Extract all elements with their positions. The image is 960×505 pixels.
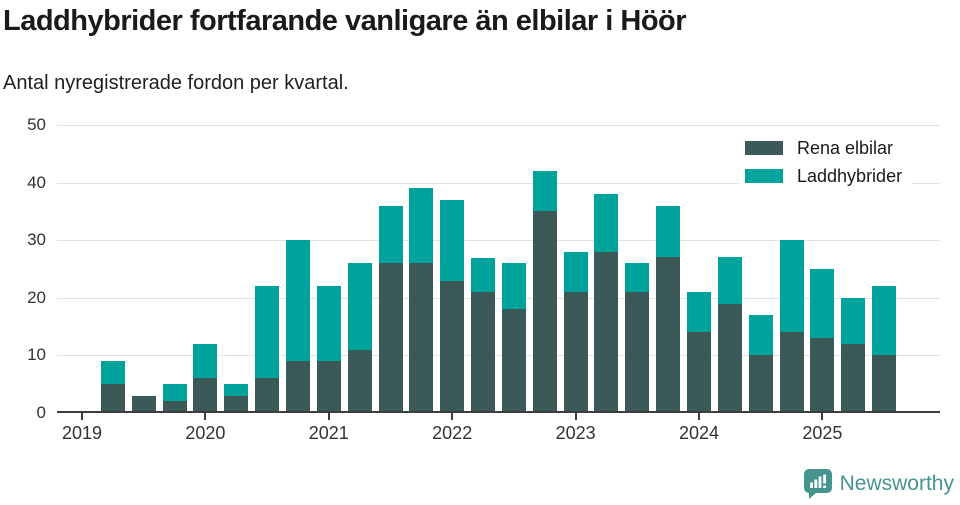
bar-segment-2023-q4-laddhybrider [656, 205, 681, 258]
bar-segment-2025-q3-laddhybrider [872, 286, 897, 356]
gridline [57, 355, 940, 357]
x-axis-line [57, 411, 940, 413]
bar-segment-2024-q2-rena-elbilar [717, 303, 742, 413]
x-axis-tick-mark [451, 413, 454, 420]
legend-swatch-laddhybrider [745, 169, 783, 183]
gridline [57, 182, 940, 184]
chart-subtitle: Antal nyregistrerade fordon per kvartal. [3, 72, 349, 94]
x-axis-tick-mark [204, 413, 207, 420]
legend-swatch-rena-elbilar [745, 141, 783, 155]
bar-segment-2024-q1-laddhybrider [687, 292, 711, 333]
legend-item-rena-elbilar: Rena elbilar [745, 138, 902, 158]
bar-segment-2024-q4-laddhybrider [779, 240, 804, 333]
x-axis-tick-label: 2022 [432, 423, 473, 443]
bar-segment-2022-q4-laddhybrider [532, 171, 557, 212]
bar-segment-2019-q3-rena-elbilar [131, 395, 156, 413]
newsworthy-logo-text: Newsworthy [839, 471, 954, 495]
x-axis-tick-label: 2023 [555, 423, 596, 443]
bar-segment-2022-q2-laddhybrider [471, 257, 496, 293]
newsworthy-logo-link[interactable]: Newsworthy [803, 468, 954, 499]
bar-segment-2021-q4-rena-elbilar [409, 263, 434, 413]
chart-title: Laddhybrider fortfarande vanligare än el… [3, 5, 687, 37]
y-axis-tick-label: 50 [27, 115, 46, 134]
x-axis-tick-label: 2019 [61, 423, 103, 443]
x-axis-tick-mark [821, 413, 824, 420]
legend-item-laddhybrider: Laddhybrider [745, 166, 902, 186]
bar-segment-2023-q3-laddhybrider [625, 263, 650, 293]
bar-segment-2024-q4-rena-elbilar [779, 332, 804, 413]
bar-segment-2022-q1-laddhybrider [440, 199, 465, 281]
x-axis-tick-mark [81, 413, 83, 420]
bar-segment-2020-q2-rena-elbilar [224, 395, 249, 413]
legend-label: Laddhybrider [797, 165, 903, 186]
bar-segment-2023-q2-laddhybrider [594, 194, 619, 252]
y-axis-tick-label: 20 [27, 287, 46, 307]
bar-segment-2023-q1-rena-elbilar [563, 292, 588, 413]
bar-segment-2021-q4-laddhybrider [409, 188, 434, 264]
gridline [57, 240, 940, 242]
y-axis-tick-label: 40 [27, 172, 46, 192]
x-axis-tick-label: 2021 [308, 423, 349, 443]
bar-segment-2020-q4-rena-elbilar [285, 361, 310, 413]
bar-segment-2021-q2-laddhybrider [347, 263, 372, 350]
legend-label: Rena elbilar [797, 137, 894, 158]
bar-segment-2021-q1-laddhybrider [316, 286, 341, 362]
bar-segment-2019-q4-laddhybrider [162, 384, 187, 402]
bar-segment-2025-q2-rena-elbilar [841, 343, 866, 413]
bar-segment-2021-q3-laddhybrider [378, 205, 403, 264]
bar-segment-2020-q1-rena-elbilar [193, 378, 218, 413]
x-axis-tick-label: 2025 [802, 423, 843, 443]
plot-area: Rena elbilar Laddhybrider 0 10 20 30 40 50 201… [27, 115, 940, 443]
bar-segment-2020-q2-laddhybrider [224, 384, 249, 396]
newsworthy-logo-icon [803, 469, 832, 499]
x-axis-tick-label: 2020 [185, 423, 226, 443]
bar-segment-2019-q4-rena-elbilar [162, 401, 187, 413]
bar-segment-2020-q1-laddhybrider [193, 343, 218, 379]
bar-segment-2020-q3-laddhybrider [255, 286, 280, 379]
bar-segment-2020-q3-rena-elbilar [255, 378, 280, 413]
bar-segment-2024-q3-laddhybrider [748, 315, 773, 356]
bar-segment-2024-q1-rena-elbilar [687, 332, 711, 413]
bar-segment-2021-q1-rena-elbilar [316, 361, 341, 413]
legend: Rena elbilar Laddhybrider [739, 133, 913, 191]
x-axis-tick-mark [574, 413, 577, 420]
bar-segment-2021-q2-rena-elbilar [347, 349, 372, 413]
bar-segment-2022-q3-rena-elbilar [501, 309, 526, 413]
gridline [57, 125, 940, 126]
y-axis-tick-label: 0 [36, 403, 46, 422]
bar-segment-2019-q2-rena-elbilar [100, 384, 125, 413]
gridline [57, 297, 940, 299]
bar-segment-2024-q2-laddhybrider [717, 257, 742, 304]
bar-segment-2025-q1-laddhybrider [810, 269, 835, 339]
bar-segment-2023-q1-laddhybrider [563, 251, 588, 293]
bar-segment-2022-q4-rena-elbilar [532, 211, 557, 413]
bar-segment-2023-q2-rena-elbilar [594, 251, 619, 413]
bar-segment-2025-q1-rena-elbilar [810, 338, 835, 413]
x-axis-tick-mark [698, 413, 700, 420]
bar-segment-2020-q4-laddhybrider [285, 240, 310, 362]
bar-segment-2023-q3-rena-elbilar [625, 292, 650, 413]
bar-segment-2023-q4-rena-elbilar [656, 257, 681, 413]
bar-segment-2022-q3-laddhybrider [501, 263, 526, 310]
bar-segment-2019-q2-laddhybrider [100, 361, 125, 385]
x-axis-tick-mark [327, 413, 330, 420]
bar-segment-2025-q2-laddhybrider [841, 297, 866, 344]
bar-segment-2021-q3-rena-elbilar [378, 263, 403, 413]
bar-segment-2025-q3-rena-elbilar [872, 355, 897, 413]
x-axis-tick-label: 2024 [678, 423, 720, 443]
bar-segment-2022-q1-rena-elbilar [440, 280, 465, 413]
bar-segment-2024-q3-rena-elbilar [748, 355, 773, 413]
bar-segment-2022-q2-rena-elbilar [471, 292, 496, 413]
y-axis-tick-label: 30 [27, 230, 46, 250]
y-axis-tick-label: 10 [27, 345, 46, 365]
